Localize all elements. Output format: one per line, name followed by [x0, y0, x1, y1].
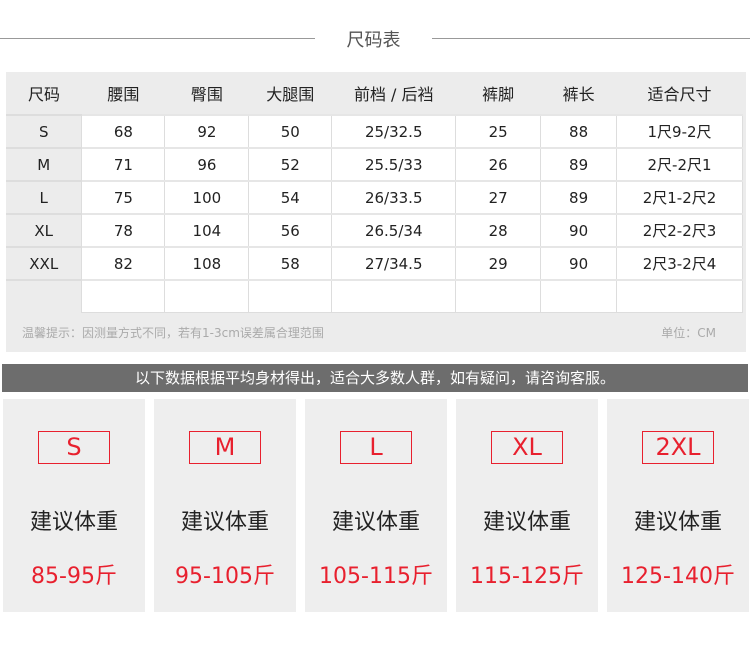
page-title: 尺码表	[346, 30, 401, 51]
value-cell: 52	[248, 147, 333, 182]
size-table-panel: 尺码 腰围 臀围 大腿围 前档 / 后裆 裤脚 裤长 适合尺寸 S 68 92 50 25/32.5 2…	[6, 72, 746, 352]
value-cell: 28	[455, 213, 542, 248]
weight-label: 建议体重	[29, 510, 118, 535]
value-cell	[164, 279, 250, 313]
size-card: M 建议体重 95-105斤	[154, 399, 296, 612]
value-cell: 25.5/33	[331, 147, 457, 182]
size-table: 尺码 腰围 臀围 大腿围 前档 / 后裆 裤脚 裤长 适合尺寸 S 68 92 50 25/32.5 2…	[6, 72, 743, 313]
weight-label: 建议体重	[180, 510, 269, 535]
column-header: 裤长	[562, 85, 595, 104]
value-cell: 2尺1-2尺2	[616, 180, 743, 215]
value-cell: 92	[164, 114, 250, 149]
value-cell: 56	[248, 213, 333, 248]
value-cell: 50	[248, 114, 333, 149]
table-row: XXL 82 108 58 27/34.5 29 90 2尺3-2尺4	[6, 246, 743, 281]
value-cell: 75	[81, 180, 166, 215]
value-cell: 89	[540, 180, 618, 215]
weight-range: 85-95斤	[31, 564, 117, 589]
size-cell: XL	[6, 213, 82, 247]
size-cell: L	[6, 180, 82, 214]
value-cell: 27/34.5	[331, 246, 457, 281]
weight-range: 125-140斤	[621, 564, 735, 589]
column-header: 尺码	[27, 85, 60, 104]
value-cell: 89	[540, 147, 618, 182]
size-card: S 建议体重 85-95斤	[3, 399, 145, 612]
title-rule-right	[432, 38, 750, 39]
weight-label: 建议体重	[331, 510, 420, 535]
value-cell: 96	[164, 147, 250, 182]
value-cell: 29	[455, 246, 542, 281]
value-cell: 88	[540, 114, 618, 149]
value-cell	[540, 279, 618, 313]
value-cell: 27	[455, 180, 542, 215]
value-cell: 90	[540, 246, 618, 281]
value-cell: 108	[164, 246, 250, 281]
title-rule-left	[0, 38, 315, 39]
value-cell: 1尺9-2尺	[616, 114, 743, 149]
column-header: 前档 / 后裆	[353, 85, 434, 104]
size-card: L 建议体重 105-115斤	[305, 399, 447, 612]
value-cell: 2尺2-2尺3	[616, 213, 743, 248]
size-cell: M	[6, 147, 82, 181]
value-cell: 100	[164, 180, 250, 215]
value-cell	[455, 279, 542, 313]
value-cell: 26	[455, 147, 542, 182]
column-header: 腰围	[107, 85, 140, 104]
table-header-row: 尺码 腰围 臀围 大腿围 前档 / 后裆 裤脚 裤长 适合尺寸	[6, 72, 743, 115]
value-cell: 25/32.5	[331, 114, 457, 149]
size-card: 2XL 建议体重 125-140斤	[607, 399, 749, 612]
size-cell	[6, 279, 82, 312]
value-cell: 2尺3-2尺4	[616, 246, 743, 281]
size-badge: XL	[491, 431, 563, 464]
measurement-note: 温馨提示：因测量方式不同，若有1-3cm误差属合理范围	[22, 326, 324, 340]
column-header: 臀围	[190, 85, 223, 104]
value-cell: 25	[455, 114, 542, 149]
value-cell	[616, 279, 743, 313]
weight-range: 105-115斤	[319, 564, 433, 589]
table-row	[6, 279, 743, 313]
weight-label: 建议体重	[482, 510, 571, 535]
value-cell: 68	[81, 114, 166, 149]
value-cell: 26.5/34	[331, 213, 457, 248]
value-cell	[81, 279, 166, 313]
value-cell: 104	[164, 213, 250, 248]
value-cell	[248, 279, 333, 313]
table-row: L 75 100 54 26/33.5 27 89 2尺1-2尺2	[6, 180, 743, 215]
size-badge: 2XL	[642, 431, 714, 464]
size-badge: M	[189, 431, 261, 464]
info-banner: 以下数据根据平均身材得出，适合大多数人群，如有疑问，请咨询客服。	[2, 364, 748, 392]
value-cell: 54	[248, 180, 333, 215]
value-cell: 90	[540, 213, 618, 248]
size-badge: L	[340, 431, 412, 464]
size-card: XL 建议体重 115-125斤	[456, 399, 598, 612]
value-cell: 71	[81, 147, 166, 182]
table-row: S 68 92 50 25/32.5 25 88 1尺9-2尺	[6, 114, 743, 149]
column-header: 大腿围	[266, 85, 315, 104]
size-badge: S	[38, 431, 110, 464]
column-header: 裤脚	[482, 85, 515, 104]
table-row: M 71 96 52 25.5/33 26 89 2尺-2尺1	[6, 147, 743, 182]
weight-label: 建议体重	[633, 510, 722, 535]
size-cell: XXL	[6, 246, 82, 280]
value-cell: 78	[81, 213, 166, 248]
value-cell: 26/33.5	[331, 180, 457, 215]
weight-range: 115-125斤	[470, 564, 584, 589]
unit-label: 单位：CM	[661, 326, 716, 340]
value-cell: 58	[248, 246, 333, 281]
value-cell: 2尺-2尺1	[616, 147, 743, 182]
column-header: 适合尺寸	[647, 85, 712, 104]
table-row: XL 78 104 56 26.5/34 28 90 2尺2-2尺3	[6, 213, 743, 248]
weight-range: 95-105斤	[175, 564, 275, 589]
value-cell: 82	[81, 246, 166, 281]
size-cell: S	[6, 114, 82, 148]
value-cell	[331, 279, 457, 313]
